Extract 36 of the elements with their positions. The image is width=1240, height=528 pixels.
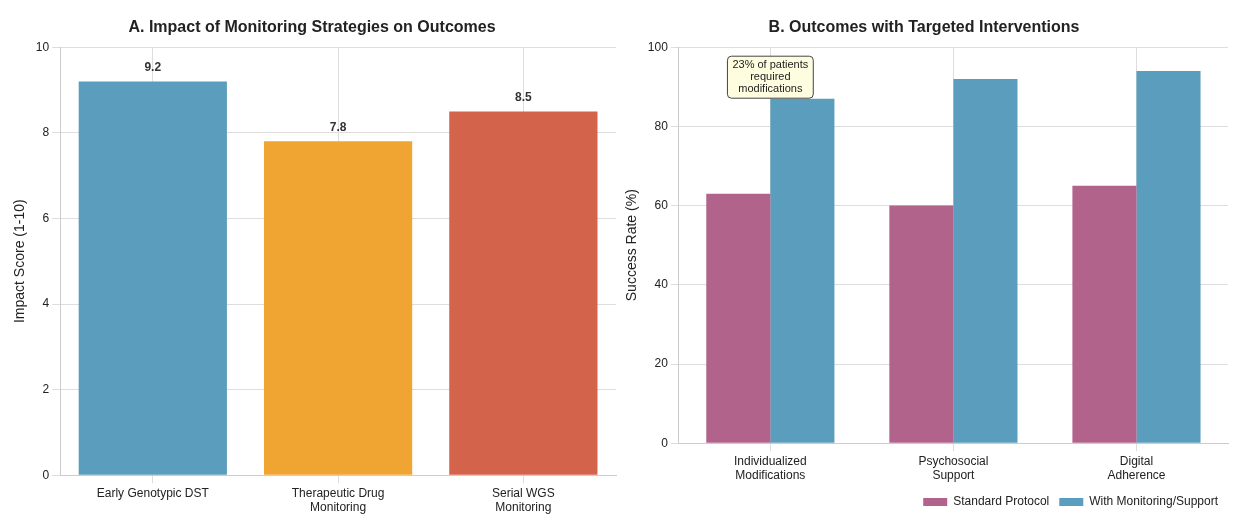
y-tick-label: 2: [42, 381, 50, 396]
x-tick-label: Serial WGS Monitoring: [492, 485, 555, 515]
data-label: 9.2: [144, 59, 162, 74]
y-tick-label: 0: [42, 467, 50, 482]
y-tick-label: 80: [654, 118, 669, 133]
bar: [953, 78, 1018, 443]
y-tick-label: 10: [35, 39, 50, 54]
legend-label: With Monitoring/Support: [1089, 494, 1219, 509]
bar: [1136, 70, 1201, 443]
legend-label: Standard Protocol: [953, 494, 1050, 509]
data-label: 7.8: [329, 119, 347, 134]
x-tick-label: Digital Adherence: [1107, 453, 1166, 483]
bar: [706, 193, 771, 443]
x-tick-label: Therapeutic Drug Monitoring: [291, 485, 385, 515]
y-tick-label: 0: [661, 435, 669, 450]
y-tick-label: 40: [654, 277, 669, 292]
y-tick-label: 6: [42, 210, 50, 225]
bar: [889, 205, 954, 443]
y-axis-title: Success Rate (%): [623, 189, 640, 302]
annotation: 23% of patients required modifications: [732, 58, 809, 95]
y-tick-label: 20: [654, 356, 669, 371]
x-tick-label: Psychosocial Support: [918, 453, 989, 483]
data-label: 8.5: [515, 89, 533, 104]
chart-title: B. Outcomes with Targeted Interventions: [768, 18, 1080, 36]
bar: [1072, 185, 1137, 443]
bar: [78, 81, 227, 475]
y-axis-title: Impact Score (1-10): [11, 199, 28, 324]
bar: [449, 111, 598, 475]
chart-title: A. Impact of Monitoring Strategies on Outcomes: [128, 18, 496, 36]
x-tick-label: Early Genotypic DST: [96, 485, 210, 500]
bar: [263, 141, 413, 475]
y-tick-label: 4: [42, 296, 50, 311]
y-tick-label: 60: [654, 197, 669, 212]
x-tick-label: Individualized Modifications: [733, 453, 807, 483]
y-tick-label: 100: [647, 39, 669, 54]
y-tick-label: 8: [42, 125, 50, 140]
